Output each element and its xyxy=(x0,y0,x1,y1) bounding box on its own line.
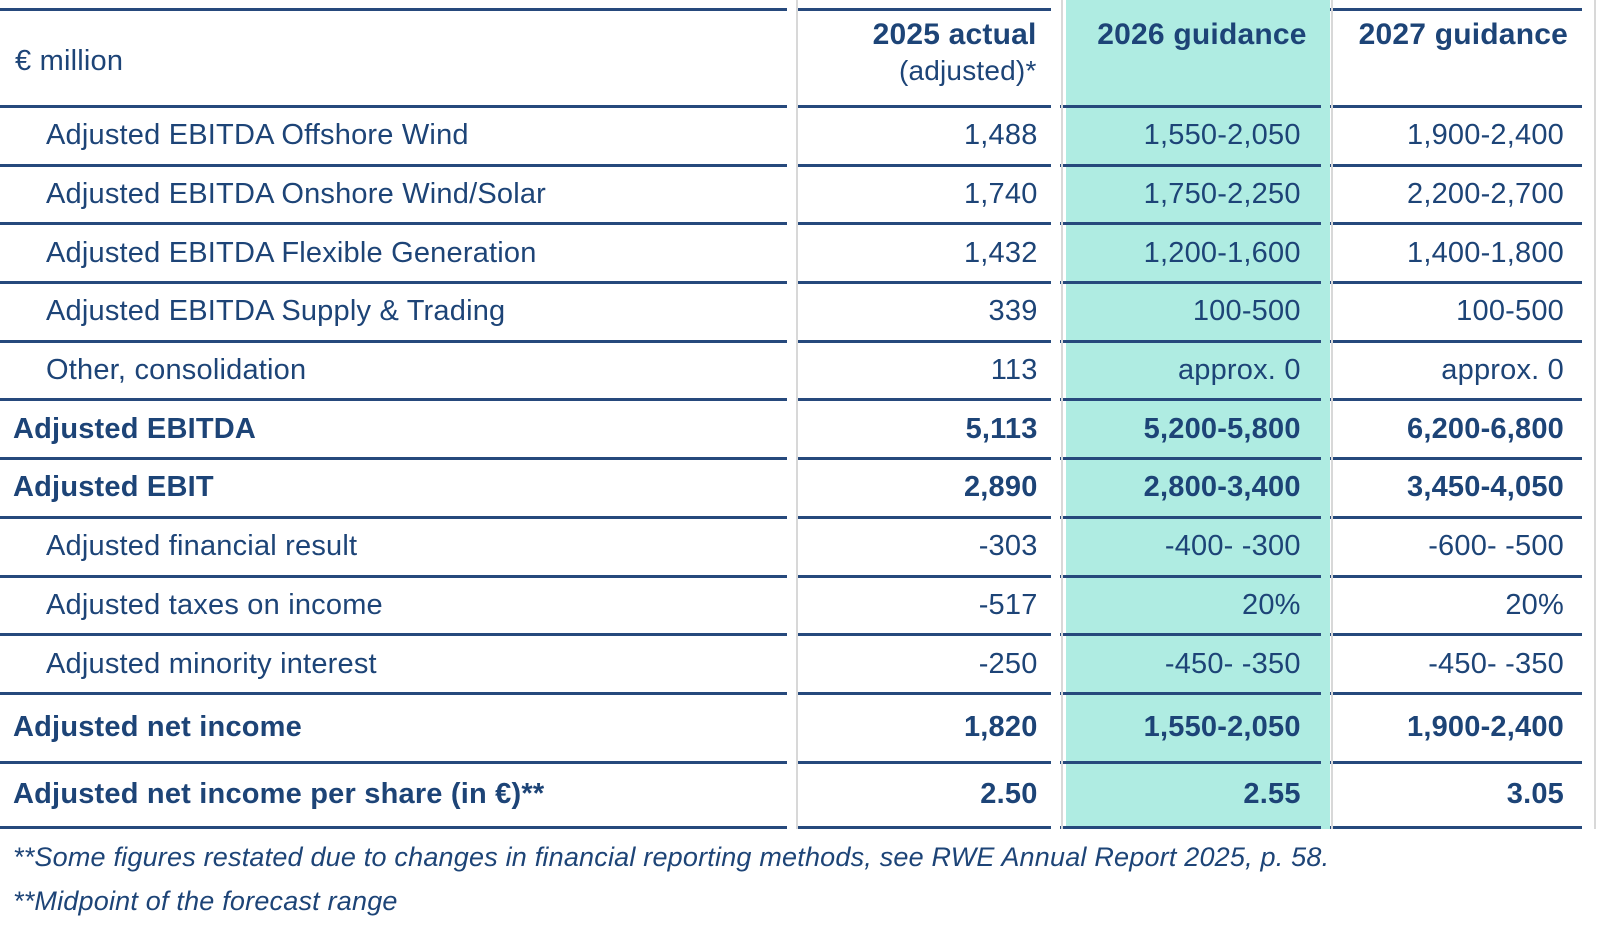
table-row-net-income-per-share: Adjusted net income per share (in €)** 2… xyxy=(0,764,1582,829)
value-2025: 1,740 xyxy=(796,167,1051,226)
value-2026: -400- -300 xyxy=(1059,519,1321,578)
value-2026: 2,800-3,400 xyxy=(1059,460,1321,519)
column-header-2025: 2025 actual (adjusted)* xyxy=(796,8,1051,108)
row-label: Adjusted EBITDA Supply & Trading xyxy=(0,284,788,343)
value-2026: -450- -350 xyxy=(1059,636,1321,695)
value-2027: 3.05 xyxy=(1329,764,1582,829)
column-header-2026: 2026 guidance xyxy=(1059,8,1321,108)
value-2025: 339 xyxy=(796,284,1051,343)
value-2027: 20% xyxy=(1329,578,1582,637)
table-row-offshore-wind: Adjusted EBITDA Offshore Wind 1,488 1,55… xyxy=(0,108,1582,167)
value-2026: 20% xyxy=(1059,578,1321,637)
value-2027: -600- -500 xyxy=(1329,519,1582,578)
row-label: Adjusted net income per share (in €)** xyxy=(0,764,788,829)
footnote-midpoint: **Midpoint of the forecast range xyxy=(13,886,398,916)
table-row-supply-trading: Adjusted EBITDA Supply & Trading 339 100… xyxy=(0,284,1582,343)
table-row-adjusted-ebit: Adjusted EBIT 2,890 2,800-3,400 3,450-4,… xyxy=(0,460,1582,519)
unit-label: € million xyxy=(0,8,788,108)
value-2027: 100-500 xyxy=(1329,284,1582,343)
value-2025: -250 xyxy=(796,636,1051,695)
value-2025: -517 xyxy=(796,578,1051,637)
footnote-restated: **Some figures restated due to changes i… xyxy=(13,842,1330,872)
value-2027: -450- -350 xyxy=(1329,636,1582,695)
row-label: Adjusted taxes on income xyxy=(0,578,788,637)
row-label: Adjusted EBITDA Flexible Generation xyxy=(0,225,788,285)
value-2025: 1,488 xyxy=(796,108,1051,167)
table-row-minority-interest: Adjusted minority interest -250 -450- -3… xyxy=(0,636,1582,695)
value-2025: 2,890 xyxy=(796,460,1051,519)
value-2027: 1,400-1,800 xyxy=(1329,225,1582,285)
value-2026: 1,750-2,250 xyxy=(1059,167,1321,226)
column-separator xyxy=(1331,0,1333,829)
row-label: Adjusted EBIT xyxy=(0,460,788,519)
row-label: Adjusted financial result xyxy=(0,519,788,578)
guidance-table: € million 2025 actual (adjusted)* 2026 g… xyxy=(0,8,1591,829)
column-header-2025-subtitle: (adjusted)* xyxy=(898,55,1037,86)
header-row: € million 2025 actual (adjusted)* 2026 g… xyxy=(0,8,1582,108)
column-header-2025-title: 2025 actual xyxy=(872,18,1037,51)
value-2027: 3,450-4,050 xyxy=(1329,460,1582,519)
table-body: Adjusted EBITDA Offshore Wind 1,488 1,55… xyxy=(0,108,1582,829)
table-row-onshore-wind-solar: Adjusted EBITDA Onshore Wind/Solar 1,740… xyxy=(0,167,1582,226)
column-header-2027: 2027 guidance xyxy=(1329,8,1582,108)
value-2026: approx. 0 xyxy=(1059,343,1321,402)
value-2027: 1,900-2,400 xyxy=(1329,108,1582,167)
value-2026: 2.55 xyxy=(1059,764,1321,829)
value-2025: -303 xyxy=(796,519,1051,578)
column-separator xyxy=(1061,0,1063,829)
table-row-taxes-on-income: Adjusted taxes on income -517 20% 20% xyxy=(0,578,1582,637)
column-separator xyxy=(1594,0,1596,829)
column-separator xyxy=(796,0,798,829)
value-2026: 5,200-5,800 xyxy=(1059,401,1321,461)
table-header: € million 2025 actual (adjusted)* 2026 g… xyxy=(0,8,1582,108)
table-row-adjusted-ebitda-total: Adjusted EBITDA 5,113 5,200-5,800 6,200-… xyxy=(0,401,1582,461)
row-label: Adjusted minority interest xyxy=(0,636,788,695)
value-2026: 1,200-1,600 xyxy=(1059,225,1321,285)
row-label: Other, consolidation xyxy=(0,343,788,402)
value-2025: 1,820 xyxy=(796,695,1051,764)
value-2025: 5,113 xyxy=(796,401,1051,461)
row-label: Adjusted EBITDA xyxy=(0,401,788,461)
table-row-other-consolidation: Other, consolidation 113 approx. 0 appro… xyxy=(0,343,1582,402)
footnotes: **Some figures restated due to changes i… xyxy=(13,835,1329,923)
value-2027: 1,900-2,400 xyxy=(1329,695,1582,764)
row-label: Adjusted EBITDA Offshore Wind xyxy=(0,108,788,167)
row-label: Adjusted net income xyxy=(0,695,788,764)
value-2026: 100-500 xyxy=(1059,284,1321,343)
table-row-flexible-generation: Adjusted EBITDA Flexible Generation 1,43… xyxy=(0,225,1582,285)
value-2027: 6,200-6,800 xyxy=(1329,401,1582,461)
value-2025: 1,432 xyxy=(796,225,1051,285)
value-2026: 1,550-2,050 xyxy=(1059,695,1321,764)
highlight-column-2026 xyxy=(1066,0,1330,829)
value-2027: approx. 0 xyxy=(1329,343,1582,402)
value-2025: 113 xyxy=(796,343,1051,402)
table-row-financial-result: Adjusted financial result -303 -400- -30… xyxy=(0,519,1582,578)
table-row-adjusted-net-income: Adjusted net income 1,820 1,550-2,050 1,… xyxy=(0,695,1582,764)
value-2026: 1,550-2,050 xyxy=(1059,108,1321,167)
value-2025: 2.50 xyxy=(796,764,1051,829)
row-label: Adjusted EBITDA Onshore Wind/Solar xyxy=(0,167,788,226)
value-2027: 2,200-2,700 xyxy=(1329,167,1582,226)
